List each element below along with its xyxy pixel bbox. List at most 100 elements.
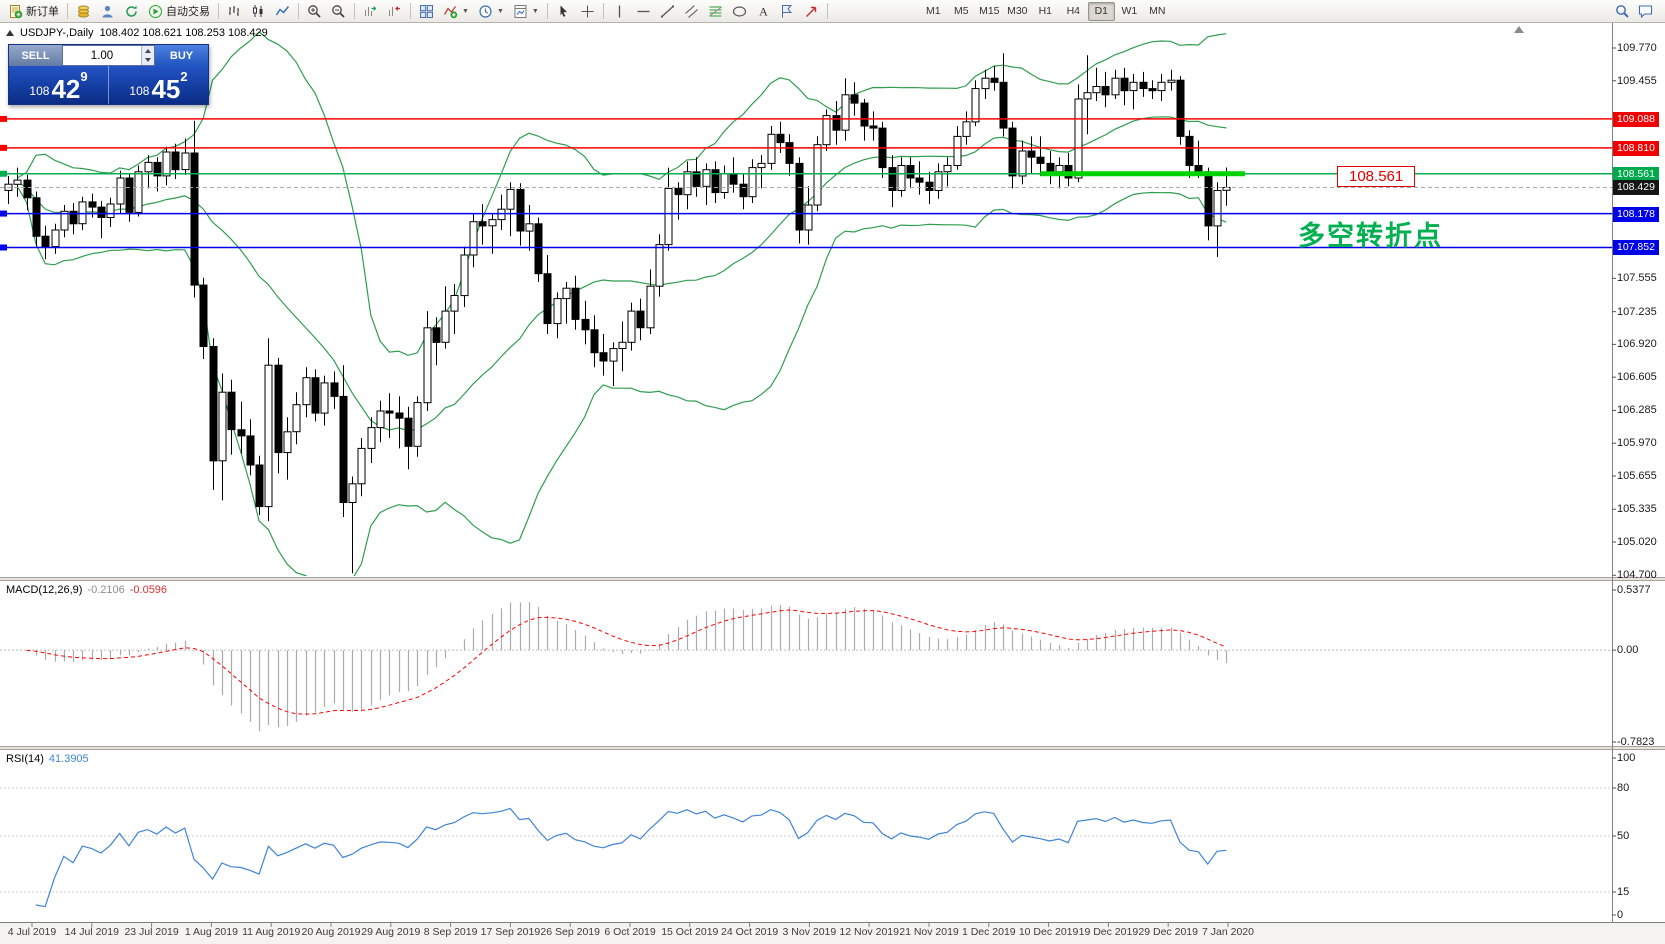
timeframe-h1[interactable]: H1 <box>1038 5 1053 17</box>
fibo-icon <box>709 6 722 16</box>
toolbar-separator <box>602 3 604 19</box>
timeframe-m15[interactable]: M15 <box>979 5 1000 17</box>
volume-value[interactable]: 1.00 <box>90 49 114 62</box>
sell-price-main: 42 <box>51 74 81 104</box>
timeframe-m5[interactable]: M5 <box>954 5 969 17</box>
navigator-button[interactable] <box>120 1 143 21</box>
trendline-button[interactable] <box>656 1 679 21</box>
periods-button[interactable]: ▼ <box>474 1 508 21</box>
buy-button[interactable]: BUY <box>155 45 208 66</box>
chat-button[interactable] <box>1634 1 1657 21</box>
volume-up-button[interactable] <box>142 46 154 56</box>
new-order-icon <box>10 4 23 18</box>
timeframe-m30[interactable]: M30 <box>1007 5 1028 17</box>
tile-windows-button[interactable] <box>415 1 438 21</box>
annotation-text[interactable]: 多空转折点 <box>1298 221 1443 251</box>
indicator-icon <box>443 5 458 18</box>
play-icon <box>149 4 162 18</box>
price-level-label[interactable]: 108.561 <box>1337 166 1416 187</box>
zoom-in-button[interactable] <box>303 1 326 21</box>
shift-icon <box>389 5 400 16</box>
label-icon <box>781 4 792 17</box>
buy-price-big: 108 <box>129 84 150 98</box>
dropdown-arrow-icon[interactable]: ▼ <box>462 7 469 15</box>
volume-stepper <box>141 46 154 65</box>
arrows-button[interactable] <box>800 1 823 21</box>
autoscroll-icon <box>365 5 377 16</box>
candles-icon <box>253 4 263 17</box>
timeframe-m1[interactable]: M1 <box>926 5 941 17</box>
vertical-line-button[interactable] <box>608 1 631 21</box>
market-watch-button[interactable] <box>72 1 95 21</box>
hline-icon <box>637 10 650 12</box>
timeframe-w1[interactable]: W1 <box>1121 5 1138 17</box>
arrow-icon <box>805 6 817 17</box>
auto-trading-button[interactable]: 自动交易 <box>144 1 214 21</box>
macd-value-signal: -0.0596 <box>129 584 168 596</box>
new-order-label: 新订单 <box>26 6 59 18</box>
crosshair-button[interactable] <box>576 1 599 21</box>
timeframe-d1[interactable]: D1 <box>1087 1 1115 21</box>
toolbar-separator <box>218 3 219 19</box>
zoomout-icon <box>332 4 345 18</box>
chart-line-button[interactable] <box>271 1 294 21</box>
timeframe-mn[interactable]: MN <box>1149 5 1166 17</box>
svg-text:A: A <box>759 4 768 18</box>
toolbar-separator <box>67 3 68 19</box>
linechart-icon <box>275 5 290 15</box>
one-click-trading-panel: SELL 1.00 BUY 108 42 9 108 45 2 <box>8 44 209 105</box>
data-window-button[interactable] <box>96 1 119 21</box>
cross-icon <box>581 5 594 17</box>
buy-price-button[interactable]: 108 45 2 <box>108 66 208 104</box>
timeframe-h4[interactable]: H4 <box>1066 5 1081 17</box>
chart-shift-marker-icon[interactable] <box>1514 26 1524 33</box>
volume-down-button[interactable] <box>142 55 154 65</box>
sell-price-button[interactable]: 108 42 9 <box>9 66 108 104</box>
textA-icon: A <box>759 4 768 18</box>
text-button[interactable]: A <box>752 1 775 21</box>
rsi-value: 41.3905 <box>48 753 89 765</box>
symbol-period-label: USDJPY-,Daily <box>20 27 94 39</box>
macd-title: MACD(12,26,9) -0.2106 -0.0596 <box>6 584 167 596</box>
timeframe-group: M1 M5 M15 M30 H1 H4 D1 W1 MN <box>920 1 1171 21</box>
horizontal-line-button[interactable] <box>632 1 655 21</box>
dropdown-arrow-icon[interactable]: ▼ <box>496 7 504 15</box>
tline-icon <box>660 5 674 17</box>
toolbar-right-group <box>1611 1 1657 21</box>
toolbar-separator <box>826 3 828 19</box>
toolbar: 新订单 自动交易 ▼ ▼ ▼ A M1 M5 M15 M30 H1 H4 D1 W1 MN <box>0 0 1665 23</box>
dropdown-arrow-icon[interactable]: ▼ <box>531 7 539 15</box>
text-label-button[interactable] <box>776 1 799 21</box>
toolbar-separator <box>546 3 548 19</box>
ohlc-values: 108.402 108.621 108.253 108.429 <box>99 27 268 39</box>
auto-scroll-button[interactable] <box>359 1 382 21</box>
cursor-icon <box>560 5 567 17</box>
zoom-out-button[interactable] <box>327 1 350 21</box>
chart-title: USDJPY-,Daily 108.402 108.621 108.253 10… <box>6 27 268 39</box>
sell-price-sup: 9 <box>80 69 88 84</box>
chart-candles-button[interactable] <box>247 1 270 21</box>
shapes-icon <box>732 5 746 17</box>
macd-label: MACD(12,26,9) <box>6 584 83 596</box>
volume-input[interactable]: 1.00 <box>62 45 155 66</box>
collapse-icon[interactable] <box>6 30 14 36</box>
toolbar-separator <box>298 3 299 19</box>
equidistant-channel-button[interactable] <box>680 1 703 21</box>
new-order-button[interactable]: 新订单 <box>4 1 63 21</box>
rsi-title: RSI(14) 41.3905 <box>6 753 89 765</box>
chart-bars-button[interactable] <box>223 1 246 21</box>
cursor-button[interactable] <box>552 1 575 21</box>
fibonacci-button[interactable] <box>704 1 727 21</box>
search-button[interactable] <box>1611 1 1634 21</box>
sell-button[interactable]: SELL <box>9 45 62 66</box>
templates-button[interactable]: ▼ <box>509 1 543 21</box>
vline-icon <box>618 5 620 17</box>
refresh-icon <box>126 5 137 17</box>
shapes-button[interactable] <box>728 1 751 21</box>
chart-shift-button[interactable] <box>383 1 406 21</box>
macd-value-main: -0.2106 <box>87 584 125 596</box>
indicators-button[interactable]: ▼ <box>439 1 473 21</box>
search-icon <box>1616 4 1629 18</box>
bars-icon <box>229 5 239 16</box>
